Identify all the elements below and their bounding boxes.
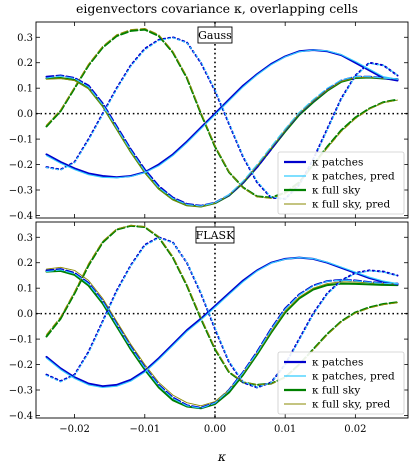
gauss-panel: −0.4 −0.3 −0.2 −0.1 0.0 0.1 0.2 0.3 Gauss κ patch… — [9, 21, 409, 222]
x-axis-label: κ — [217, 449, 227, 464]
y-tick-label: −0.4 — [9, 411, 33, 422]
panel-label-box — [197, 26, 233, 44]
legend-entry-label: κ full sky, pred — [312, 399, 391, 411]
curves — [45, 224, 399, 410]
series-line-v2-fullsky_pred-solid — [46, 266, 398, 407]
y-tick-label: 0.1 — [17, 284, 33, 295]
y-tick-label: −0.3 — [9, 186, 33, 197]
legend-box — [277, 151, 405, 215]
y-tick-label: 0.0 — [17, 109, 33, 120]
series-line-v2-patches_pred-dashed — [45, 75, 399, 207]
series-line-v4-fullsky_pred-dashed — [46, 27, 398, 199]
x-tick-label: 0.02 — [344, 424, 366, 435]
y-tick-label: 0.3 — [17, 233, 33, 244]
y-tick-label: −0.1 — [9, 135, 33, 146]
y-tick-label: 0.0 — [17, 309, 33, 320]
legend-box — [277, 351, 405, 415]
curves — [45, 27, 399, 208]
legend-entry-label: κ full sky — [312, 185, 360, 197]
x-tick-label: −0.02 — [59, 424, 90, 435]
legend-entry-label: κ patches, pred — [312, 171, 395, 183]
series-line-v1-patches_pred-solid — [45, 257, 399, 389]
panel-label: FLASK — [196, 229, 235, 242]
series-line-v1-patches-solid — [45, 256, 399, 388]
series-line-v4-fullsky-dashed — [45, 224, 399, 386]
series-line-v4-fullsky_pred-dashed — [46, 224, 398, 386]
y-tick-label: 0.3 — [17, 33, 33, 44]
y-tick-label: −0.2 — [9, 360, 33, 371]
legend-entry-label: κ full sky — [312, 385, 360, 397]
series-line-v2-patches_pred-dashed — [45, 269, 399, 409]
legend-entry-label: κ full sky, pred — [312, 199, 391, 211]
y-tick-label: 0.2 — [17, 258, 33, 269]
legend-entry-label: κ patches — [312, 157, 363, 169]
y-tick-label: −0.2 — [9, 160, 33, 171]
y-tick-label: 0.2 — [17, 58, 33, 69]
x-tick-label: 0.00 — [204, 424, 226, 435]
panel-label: Gauss — [198, 29, 232, 42]
x-tick-label: 0.01 — [274, 424, 296, 435]
y-tick-label: −0.3 — [9, 386, 33, 397]
legend-entry-label: κ patches, pred — [312, 371, 395, 383]
chart-title: eigenvectors covariance κ, overlapping c… — [76, 1, 358, 16]
series-line-v1-patches_pred-solid — [45, 49, 399, 179]
panel-label-box — [195, 226, 235, 244]
y-tick-label: −0.4 — [9, 211, 33, 222]
series-line-v3-patches-dotted — [45, 236, 399, 389]
x-tick-label: −0.01 — [129, 424, 160, 435]
flask-panel: −0.4 −0.3 −0.2 −0.1 0.0 0.1 0.2 0.3 −0.02 −0.01 0.… — [9, 221, 409, 435]
y-tick-label: −0.1 — [9, 335, 33, 346]
series-line-v3-patches_pred-dotted — [45, 37, 399, 200]
series-line-v3-patches_pred-dotted — [45, 237, 399, 388]
y-tick-label: 0.1 — [17, 84, 33, 95]
legend-entry-label: κ patches — [312, 357, 363, 369]
